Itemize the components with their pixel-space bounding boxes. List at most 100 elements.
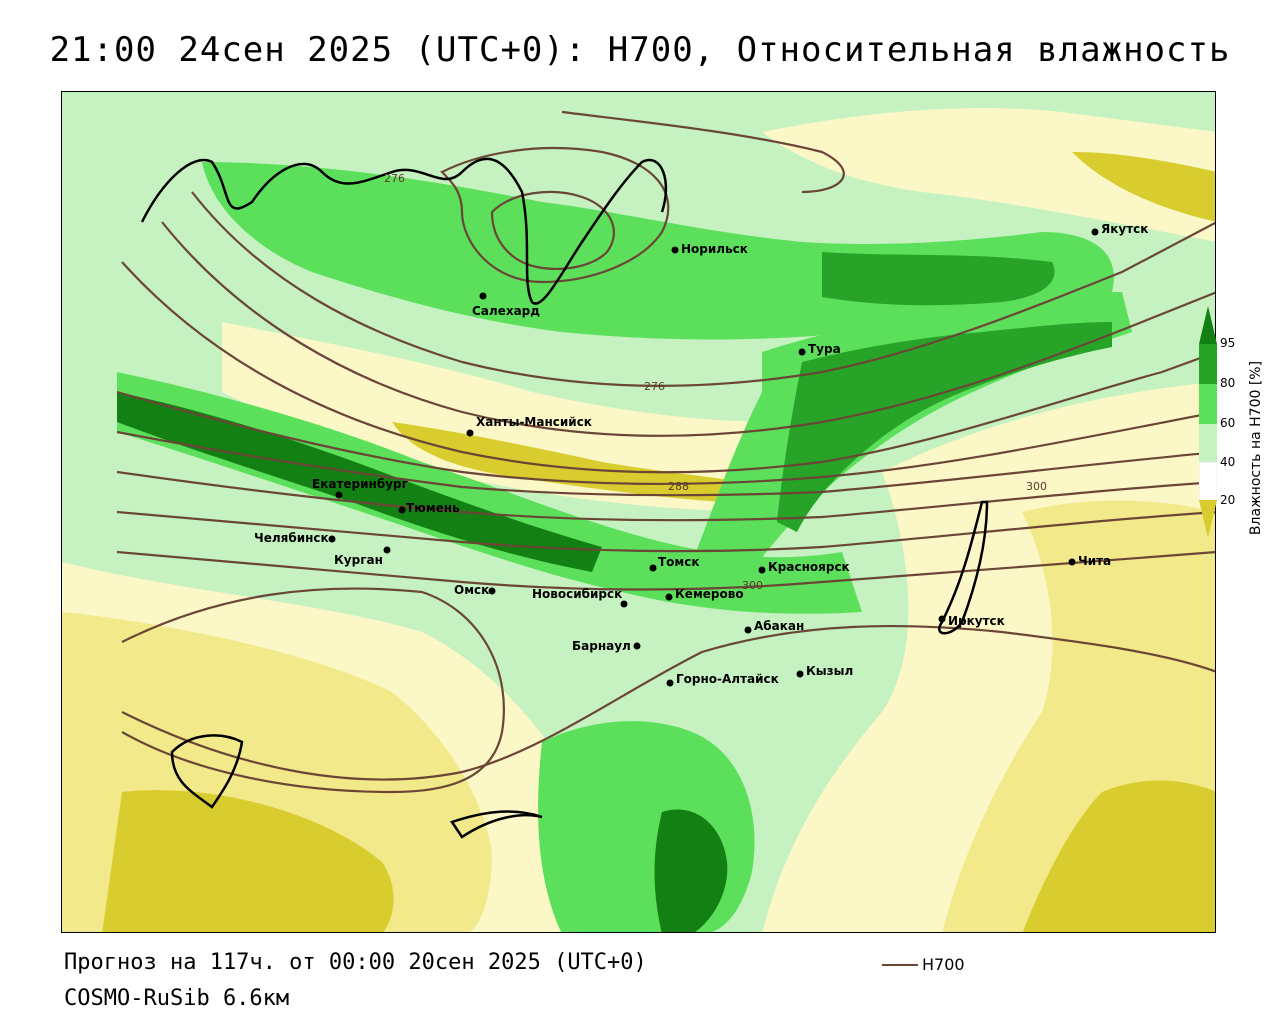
- humidity-area-saturated-north: [822, 252, 1055, 306]
- city-label: Горно-Алтайск: [676, 672, 779, 686]
- city-kemerovo[interactable]: Кемерово: [665, 587, 744, 601]
- city-norilsk[interactable]: Норильск: [671, 242, 748, 256]
- city-dot: [649, 564, 657, 572]
- isohypse-value-label: 288: [668, 480, 689, 493]
- humidity-area-dry-ne-core: [1072, 152, 1215, 222]
- city-chelyabinsk[interactable]: Челябинск: [254, 531, 336, 545]
- arctic-coastline: [140, 157, 668, 305]
- model-info: COSMO-RuSib 6.6км: [64, 986, 290, 1011]
- isohypse-line: [161, 221, 1215, 438]
- city-abakan[interactable]: Абакан: [744, 619, 805, 634]
- legend-tick-label: 95: [1220, 336, 1236, 350]
- isohypse-line: [116, 510, 1215, 553]
- isohypse-lines: [116, 110, 1215, 794]
- city-label: Новосибирск: [532, 587, 622, 601]
- city-dot: [671, 246, 679, 254]
- city-label: Норильск: [681, 242, 748, 256]
- humidity-area-dry-ne: [762, 108, 1215, 242]
- humidity-area-dry-sw-core: [102, 790, 394, 932]
- city-krasnoyarsk[interactable]: Красноярск: [758, 560, 850, 574]
- city-dot: [466, 429, 474, 437]
- isohypse-line-swatch: [882, 964, 918, 966]
- legend-swatch-wet: [1199, 384, 1217, 424]
- city-dot: [758, 566, 766, 574]
- city-label: Салехард: [472, 304, 540, 318]
- city-chita[interactable]: Чита: [1068, 554, 1112, 568]
- city-dot: [798, 348, 806, 356]
- isohypse-line: [116, 390, 1215, 486]
- legend-tick-label: 80: [1220, 376, 1236, 390]
- city-label: Абакан: [754, 619, 804, 633]
- isohypse-value-label: 300: [1026, 480, 1047, 493]
- humidity-area-wet-south: [538, 721, 755, 932]
- city-label: Ханты-Мансийск: [476, 415, 592, 429]
- city-dot: [665, 593, 673, 601]
- isohypse-line: [116, 550, 1215, 591]
- city-dot: [938, 615, 946, 623]
- legend-tick-label: 20: [1220, 493, 1236, 507]
- city-salekhard[interactable]: Салехард: [472, 292, 540, 319]
- city-yakutsk[interactable]: Якутск: [1091, 222, 1149, 236]
- city-irkutsk[interactable]: Иркутск: [938, 614, 1005, 628]
- city-novosibirsk[interactable]: Новосибирск: [532, 587, 628, 608]
- city-barnaul[interactable]: Барнаул: [572, 639, 641, 653]
- isohypse-line: [561, 110, 845, 194]
- city-dot: [1068, 558, 1076, 566]
- aral-sea: [170, 734, 244, 809]
- humidity-map: 276 276 288 300 300 Якутск Норильск Сале…: [62, 92, 1215, 932]
- city-tomsk[interactable]: Томск: [649, 555, 700, 572]
- city-dot: [633, 642, 641, 650]
- humidity-area-wet-west: [117, 372, 862, 614]
- humidity-area-saturated-west: [117, 392, 602, 572]
- forecast-info: Прогноз на 117ч. от 00:00 20сен 2025 (UT…: [64, 950, 647, 975]
- legend-swatch-very-wet: [1199, 344, 1217, 384]
- coastlines: [140, 157, 989, 839]
- city-label: Челябинск: [254, 531, 329, 545]
- map-area[interactable]: 276 276 288 300 300 Якутск Норильск Сале…: [61, 91, 1216, 933]
- legend-swatch-saturated: [1199, 306, 1217, 344]
- city-khanty-mansiysk[interactable]: Ханты-Мансийск: [466, 415, 592, 437]
- isohypse-line-legend-label: H700: [922, 955, 965, 974]
- city-kurgan[interactable]: Курган: [334, 546, 391, 568]
- city-dot: [479, 292, 487, 300]
- city-dot: [335, 491, 343, 499]
- city-dot: [398, 506, 406, 514]
- city-label: Омск: [454, 583, 489, 597]
- city-dot: [666, 679, 674, 687]
- legend-tick-label: 40: [1220, 455, 1236, 469]
- city-tura[interactable]: Тура: [798, 342, 841, 356]
- isohypse-value-label: 276: [644, 380, 665, 393]
- isohypse-line: [121, 261, 1215, 474]
- isohypse-line-legend: H700: [882, 955, 1002, 975]
- legend-tick-label: 60: [1220, 416, 1236, 430]
- baikal-lake: [938, 500, 989, 635]
- city-label: Тура: [808, 342, 841, 356]
- city-tyumen[interactable]: Тюмень: [398, 501, 461, 515]
- isohypse-line: [116, 470, 1215, 522]
- city-label: Якутск: [1101, 222, 1148, 236]
- isohypse-value-label: 276: [384, 172, 405, 185]
- city-dot: [620, 600, 628, 608]
- city-markers: Якутск Норильск Салехард Тура Ханты-Манс…: [254, 222, 1148, 687]
- isohypse-line: [191, 191, 1215, 388]
- city-label: Тюмень: [406, 501, 460, 515]
- isohypse-line: [116, 430, 1215, 497]
- city-yekaterinburg[interactable]: Екатеринбург: [312, 477, 408, 499]
- humidity-area-saturated-south: [654, 809, 728, 932]
- isohypse-line: [490, 190, 615, 270]
- humidity-area-saturated-diagonal: [777, 322, 1112, 532]
- legend-title: Влажность на H700 [%]: [1248, 360, 1264, 536]
- city-omsk[interactable]: Омск: [454, 583, 496, 597]
- humidity-area-dry-central-core: [392, 422, 742, 502]
- humidity-legend-bar: [1199, 306, 1217, 538]
- city-dot: [488, 587, 496, 595]
- city-label: Томск: [658, 555, 700, 569]
- legend-swatch-neutral: [1199, 461, 1217, 501]
- city-label: Курган: [334, 553, 383, 567]
- city-label: Барнаул: [572, 639, 631, 653]
- city-gorno-altaysk[interactable]: Горно-Алтайск: [666, 672, 779, 687]
- city-label: Екатеринбург: [312, 477, 408, 491]
- city-kyzyl[interactable]: Кызыл: [796, 664, 854, 678]
- city-dot: [796, 670, 804, 678]
- legend-swatch-moist: [1199, 424, 1217, 462]
